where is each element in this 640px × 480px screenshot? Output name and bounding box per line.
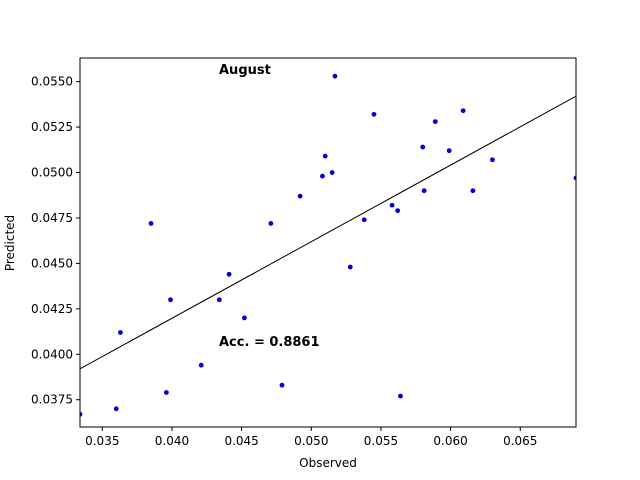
- scatter-point: [470, 188, 476, 194]
- scatter-point: [163, 390, 169, 395]
- scatter-point: [226, 271, 232, 277]
- scatter-point: [320, 173, 325, 179]
- scatter-point: [118, 330, 123, 335]
- y-tick-label: 0.0475: [31, 211, 73, 225]
- x-tick-label: 0.050: [294, 434, 328, 448]
- scatter-point: [398, 393, 403, 399]
- x-axis-label: Observed: [299, 456, 357, 470]
- regression-line: [80, 95, 576, 370]
- chart-annotation-accuracy: Acc. = 0.8861: [219, 335, 320, 350]
- scatter-point: [389, 202, 395, 208]
- scatter-point: [268, 221, 274, 226]
- scatter-point: [168, 297, 173, 303]
- scatter-point: [371, 111, 377, 117]
- scatter-point: [279, 382, 285, 388]
- scatter-point: [573, 175, 576, 181]
- scatter-point: [332, 73, 338, 79]
- y-tick-label: 0.0425: [31, 302, 73, 316]
- scatter-point: [347, 264, 353, 270]
- chart-annotation-title: August: [219, 63, 271, 78]
- scatter-point: [420, 144, 426, 150]
- scatter-point: [446, 148, 452, 154]
- x-tick-label: 0.035: [85, 434, 119, 448]
- scatter-point: [361, 217, 367, 223]
- x-tick-label: 0.055: [364, 434, 398, 448]
- scatter-point: [297, 193, 303, 199]
- x-tick-label: 0.040: [155, 434, 189, 448]
- x-tick-label: 0.045: [224, 434, 258, 448]
- y-tick-label: 0.0525: [31, 120, 73, 134]
- plot-frame: [79, 57, 577, 428]
- scatter-point: [490, 157, 495, 163]
- scatter-point: [80, 411, 83, 417]
- y-tick-label: 0.0500: [31, 166, 73, 180]
- y-axis-label: Predicted: [3, 215, 17, 271]
- scatter-point: [432, 119, 438, 125]
- scatter-point: [395, 208, 401, 214]
- scatter-point: [198, 362, 204, 368]
- scatter-point: [329, 170, 335, 175]
- y-tick-label: 0.0550: [31, 75, 73, 89]
- scatter-point: [113, 406, 119, 412]
- scatter-point: [322, 153, 328, 159]
- y-tick-label: 0.0450: [31, 256, 73, 270]
- scatter-point: [421, 188, 427, 194]
- y-tick-label: 0.0400: [31, 347, 73, 361]
- scatter-point: [242, 315, 247, 321]
- x-tick-label: 0.065: [503, 434, 537, 448]
- scatter-point: [460, 108, 466, 114]
- y-tick-label: 0.0375: [31, 393, 73, 407]
- x-tick-label: 0.060: [433, 434, 467, 448]
- scatter-point: [216, 297, 222, 303]
- scatter-point: [148, 221, 154, 226]
